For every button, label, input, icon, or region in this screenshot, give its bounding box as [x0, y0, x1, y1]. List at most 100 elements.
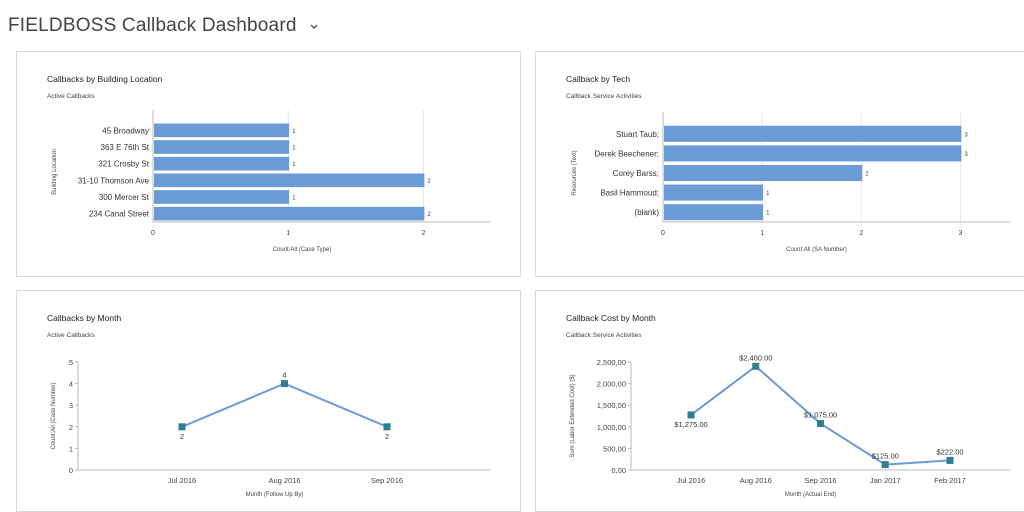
x-tick-label: 2 — [859, 230, 863, 237]
chart-panel-building-location: Callbacks by Building Location Active Ca… — [16, 51, 521, 277]
data-label: 4 — [282, 371, 286, 380]
category-label: (blank) — [635, 208, 660, 217]
chart-building-location[interactable]: 0 1 2 45 Broadway 1 363 E 76th St 1 321 Crosby … — [17, 52, 520, 276]
y-tick-label: 1,000,00 — [597, 423, 626, 432]
y-axis-title: Building Location — [52, 149, 58, 195]
x-tick-label: 0 — [151, 230, 155, 237]
data-label: $1,275.00 — [674, 420, 707, 429]
category-label: Derek Beechener; — [595, 149, 659, 158]
chevron-down-icon[interactable] — [307, 19, 321, 33]
data-point — [752, 362, 760, 370]
dashboard-header: FIELDBOSS Callback Dashboard — [8, 12, 321, 40]
chart-panel-month: Callbacks by Month Active Callbacks 0 1 2 3… — [16, 290, 521, 512]
data-label: 1 — [766, 211, 770, 217]
chart-title: Callbacks by Building Location — [47, 74, 163, 84]
y-tick-label: 3 — [69, 401, 73, 410]
dashboard-title[interactable]: FIELDBOSS Callback Dashboard — [8, 15, 297, 36]
y-axis-title: Sum (Labor Extended Cost) ($) — [570, 374, 576, 457]
bar — [664, 164, 863, 182]
data-label: 2 — [385, 432, 389, 441]
bar — [154, 173, 425, 188]
x-tick-label: Sep 2016 — [371, 476, 403, 485]
data-label: 1 — [292, 129, 296, 135]
category-label: 234 Canal Street — [89, 210, 150, 219]
data-point — [281, 380, 288, 388]
bar — [154, 140, 290, 154]
chart-title: Callback by Tech — [566, 74, 631, 84]
x-axis-title: Count:All (SA Number) — [786, 247, 847, 253]
y-tick-label: 0 — [69, 466, 73, 475]
data-label: 3 — [964, 152, 968, 158]
bar — [154, 206, 425, 221]
chart-month[interactable]: 0 1 2 3 4 5 2 Jul 2016 4 Aug 2016 2 Sep 2016 Month (… — [17, 291, 520, 511]
y-tick-label: 2,000,00 — [597, 380, 626, 389]
x-tick-label: 1 — [286, 230, 290, 237]
x-axis-title: Month (Actual End) — [785, 492, 836, 498]
data-point — [946, 456, 954, 464]
data-label: 2 — [427, 179, 431, 185]
category-label: Basil Hammoud; — [600, 189, 659, 198]
data-point — [383, 423, 391, 431]
bar — [664, 184, 764, 201]
x-tick-label: Sep 2016 — [804, 476, 836, 485]
category-label: Stuart Taub; — [616, 130, 659, 139]
y-axis-title: Count:All (Case Number) — [51, 382, 57, 449]
bar — [664, 204, 764, 221]
x-axis-title: Month (Follow Up By) — [246, 492, 304, 498]
data-label: 2 — [427, 212, 431, 218]
category-label: 363 E 76th St — [101, 143, 150, 152]
category-label: 321 Crosby St — [98, 160, 149, 169]
chart-subtitle: Active Callbacks — [47, 332, 95, 339]
x-axis-title: Count:All (Case Type) — [273, 247, 332, 253]
chart-cost[interactable]: 0,00 500,00 1,000,00 1,500,00 2,000,00 2,500,… — [536, 291, 1024, 511]
y-tick-label: 1 — [69, 444, 73, 453]
x-tick-label: 0 — [661, 230, 665, 237]
data-label: $1,075.00 — [804, 411, 837, 420]
y-tick-label: 500,00 — [603, 444, 626, 453]
chart-panel-tech: Callback by Tech Callback Service Activi… — [535, 51, 1024, 277]
y-tick-label: 1,500,00 — [597, 401, 626, 410]
chart-subtitle: Callback Service Activities — [566, 93, 642, 100]
chart-title: Callbacks by Month — [47, 313, 122, 323]
chart-subtitle: Active Callbacks — [47, 93, 95, 100]
bar — [154, 123, 290, 138]
y-tick-label: 5 — [69, 358, 73, 367]
data-label: 3 — [964, 132, 968, 138]
x-tick-label: Aug 2016 — [740, 476, 772, 485]
x-tick-label: Feb 2017 — [934, 476, 966, 485]
data-label: 1 — [292, 162, 296, 168]
data-label: $2,400.00 — [739, 353, 772, 362]
y-tick-label: 4 — [69, 380, 73, 389]
data-point — [881, 461, 889, 469]
chart-tech[interactable]: 0 1 2 3 Stuart Taub; 3 Derek Beechener; 3 Corey … — [536, 52, 1024, 276]
category-label: 31-10 Thomson Ave — [78, 176, 150, 185]
x-tick-label: Jul 2016 — [677, 476, 705, 485]
y-axis-title: Resources (Text) — [572, 150, 578, 195]
data-label: 1 — [292, 196, 296, 202]
data-point — [817, 420, 824, 428]
x-tick-label: Jul 2016 — [168, 476, 196, 485]
bar — [154, 190, 290, 204]
x-tick-label: 1 — [760, 230, 764, 237]
y-tick-label: 0,00 — [611, 466, 626, 475]
category-label: 300 Mercer St — [99, 193, 150, 202]
chart-panel-cost: Callback Cost by Month Callback Service … — [535, 290, 1024, 512]
data-point — [178, 423, 186, 431]
chart-title: Callback Cost by Month — [566, 313, 656, 323]
chart-subtitle: Callback Service Activities — [566, 332, 642, 339]
bar — [664, 125, 962, 142]
category-label: 45 Broadway — [102, 126, 149, 135]
bar — [154, 156, 290, 171]
data-label: $222.00 — [936, 447, 963, 456]
y-tick-label: 2 — [69, 423, 73, 432]
category-label: Corey Barss; — [613, 169, 659, 178]
bar — [664, 145, 962, 162]
data-label: 1 — [292, 146, 296, 152]
data-point — [687, 411, 695, 419]
data-label: 1 — [766, 191, 770, 197]
data-label: $125.00 — [872, 452, 899, 461]
series-line — [181, 382, 388, 428]
x-tick-label: 2 — [421, 230, 425, 237]
y-tick-label: 2,500,00 — [597, 358, 626, 367]
data-label: 2 — [180, 432, 184, 441]
